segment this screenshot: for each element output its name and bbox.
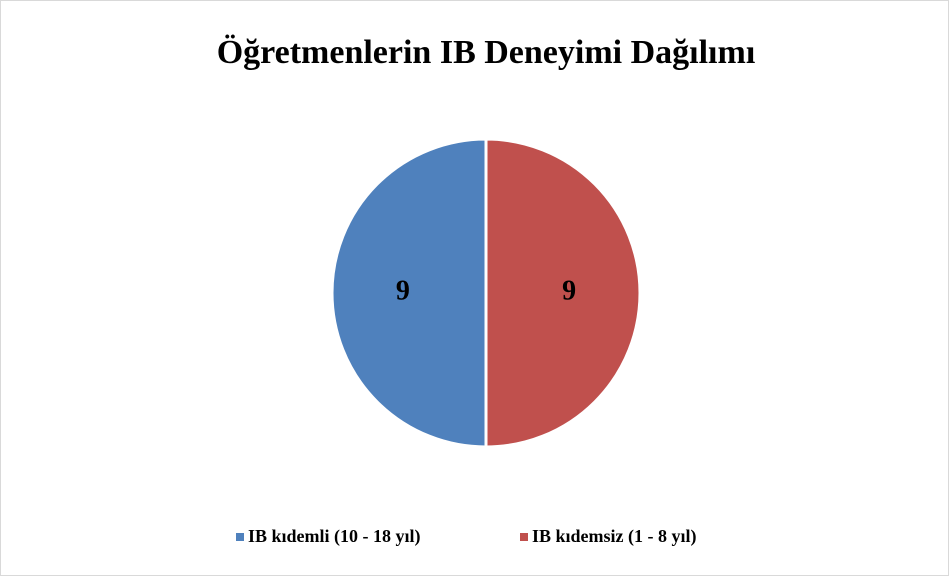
legend-label: IB kıdemli (10 - 18 yıl) xyxy=(248,526,421,547)
pie-slice xyxy=(484,137,642,449)
legend-marker xyxy=(236,533,244,541)
pie-slice xyxy=(330,137,488,449)
data-label: 9 xyxy=(396,275,410,306)
legend-marker xyxy=(520,533,528,541)
data-label: 9 xyxy=(562,275,576,306)
chart-title: Öğretmenlerin IB Deneyimi Dağılımı xyxy=(217,34,756,71)
legend-label: IB kıdemsiz (1 - 8 yıl) xyxy=(532,526,697,547)
